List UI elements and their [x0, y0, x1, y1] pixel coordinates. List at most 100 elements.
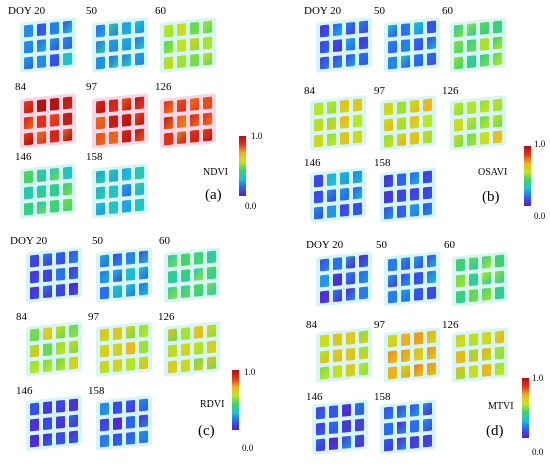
plot-cell	[410, 203, 419, 217]
plot-cell	[469, 365, 478, 379]
index-name: OSAVI	[478, 167, 508, 178]
plot-cell	[50, 37, 59, 51]
plot-group	[450, 17, 506, 73]
plot-cell	[346, 255, 355, 269]
plot-cell	[56, 267, 65, 281]
plot-cell	[24, 132, 33, 146]
plot-cell	[69, 266, 78, 280]
panel-letter: (a)	[205, 187, 222, 203]
plot-cell	[43, 433, 52, 447]
plot-cell	[427, 346, 436, 360]
plot-cell	[346, 21, 355, 35]
plot-cell	[340, 203, 349, 217]
plot-cell	[207, 250, 216, 264]
plot-cell	[177, 39, 186, 53]
group-label: 84	[16, 311, 27, 323]
plot-cell	[207, 324, 216, 338]
plot-cell	[346, 37, 355, 51]
plot-cell	[164, 100, 173, 114]
plot-cell	[427, 20, 436, 34]
plot-cell	[43, 343, 52, 357]
plot-group	[26, 395, 82, 451]
plot-cell	[69, 324, 78, 338]
plot-cell	[340, 187, 349, 201]
plot-cell	[333, 289, 342, 303]
plot-group	[164, 247, 220, 303]
plot-cell	[353, 170, 362, 184]
plot-cell	[177, 131, 186, 145]
plot-cell	[333, 55, 342, 69]
group-label: 50	[374, 5, 385, 17]
plot-cell	[190, 21, 199, 35]
plot-cell	[410, 115, 419, 129]
plot-cell	[194, 251, 203, 265]
plot-group	[96, 395, 152, 451]
plot-cell	[316, 438, 325, 452]
plot-cell	[56, 283, 65, 297]
plot-cell	[423, 130, 432, 144]
group-label: 60	[159, 235, 170, 247]
plot-cell	[50, 53, 59, 67]
plot-cell	[353, 202, 362, 216]
plot-cell	[314, 102, 323, 116]
group-label: 50	[86, 5, 97, 17]
plot-cell	[203, 36, 212, 50]
plot-group	[380, 167, 436, 223]
plot-cell	[203, 20, 212, 34]
plot-cell	[96, 132, 105, 146]
plot-group	[160, 17, 216, 73]
group-label: 97	[86, 81, 97, 93]
plot-cell	[24, 202, 33, 216]
plot-cell	[56, 251, 65, 265]
plot-cell	[135, 96, 144, 110]
index-name: RDVI	[200, 399, 225, 410]
plot-cell	[397, 189, 406, 203]
plot-cell	[401, 349, 410, 363]
plot-cell	[414, 37, 423, 51]
plot-cell	[397, 133, 406, 147]
plot-cell	[50, 113, 59, 127]
plot-cell	[454, 24, 463, 38]
plot-cell	[37, 115, 46, 129]
plot-group	[452, 327, 508, 383]
plot-cell	[113, 285, 122, 299]
plot-group	[26, 247, 82, 303]
plot-cell	[359, 286, 368, 300]
plot-cell	[388, 334, 397, 348]
group-label: 126	[442, 85, 459, 97]
plot-cell	[56, 357, 65, 371]
plot-cell	[353, 130, 362, 144]
plot-cell	[316, 422, 325, 436]
group-label: 97	[374, 319, 385, 331]
plot-cell	[414, 21, 423, 35]
colorbar-max-label: 1.0	[534, 139, 546, 149]
plot-cell	[203, 112, 212, 126]
plot-cell	[24, 100, 33, 114]
plot-cell	[427, 286, 436, 300]
group-label: 97	[374, 85, 385, 97]
plot-cell	[24, 186, 33, 200]
plot-cell	[314, 206, 323, 220]
plot-cell	[397, 173, 406, 187]
group-label: 84	[304, 85, 315, 97]
plot-cell	[96, 100, 105, 114]
plot-cell	[135, 128, 144, 142]
plot-group	[310, 95, 366, 151]
plot-group	[96, 247, 152, 303]
plot-cell	[177, 23, 186, 37]
plot-cell	[194, 325, 203, 339]
plot-cell	[122, 53, 131, 67]
plot-cell	[353, 186, 362, 200]
plot-cell	[467, 133, 476, 147]
plot-cell	[333, 365, 342, 379]
group-label: 126	[442, 319, 459, 331]
plot-cell	[109, 115, 118, 129]
plot-cell	[456, 334, 465, 348]
plot-cell	[346, 363, 355, 377]
plot-cell	[113, 343, 122, 357]
panel-d: DOY 20 50 60 84 97 126 146 158 MTVI 1.0 …	[300, 234, 550, 468]
colorbar-min-label: 0.0	[242, 443, 254, 453]
plot-cell	[423, 114, 432, 128]
plot-cell	[493, 114, 502, 128]
plot-cell	[100, 254, 109, 268]
